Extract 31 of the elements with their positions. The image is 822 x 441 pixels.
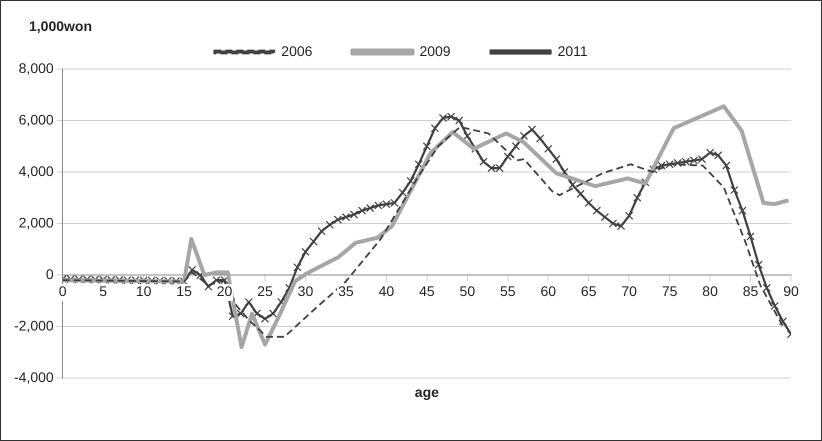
x-tick-label: 90 [783,282,799,299]
y-tick-label: 4,000 [18,162,54,179]
x-tick-label: 55 [500,282,516,299]
x-tick-label: 85 [742,282,759,299]
x-tick-label: 45 [419,282,435,299]
y-axis-title: 1,000won [29,18,92,34]
x-tick-label: 40 [378,282,394,299]
x-tick-label: 50 [460,282,476,299]
legend-label: 2009 [419,42,451,59]
x-tick-label: 0 [58,282,67,299]
x-tick-label: 60 [540,282,556,299]
x-tick-label: 75 [662,282,678,299]
x-tick-label: 10 [136,282,152,299]
x-axis-title: age [414,384,440,400]
legend-label: 2011 [558,42,588,59]
y-tick-label: -2,000 [14,317,54,334]
y-tick-label: 2,000 [18,214,54,230]
y-tick-label: 6,000 [18,111,54,128]
y-tick-label: 0 [46,266,54,282]
x-tick-label: 15 [176,282,192,299]
x-tick-label: 70 [621,282,638,299]
legend-label: 2006 [281,42,313,59]
y-tick-label: 8,000 [18,60,54,76]
x-tick-label: 20 [216,282,233,299]
x-tick-label: 35 [338,282,354,299]
x-tick-label: 5 [99,282,108,299]
y-tick-label: -4,000 [14,368,54,385]
x-tick-label: 80 [702,282,718,299]
x-tick-label: 65 [580,282,597,299]
x-tick-label: 25 [257,282,273,299]
x-tick-label: 30 [298,282,314,299]
